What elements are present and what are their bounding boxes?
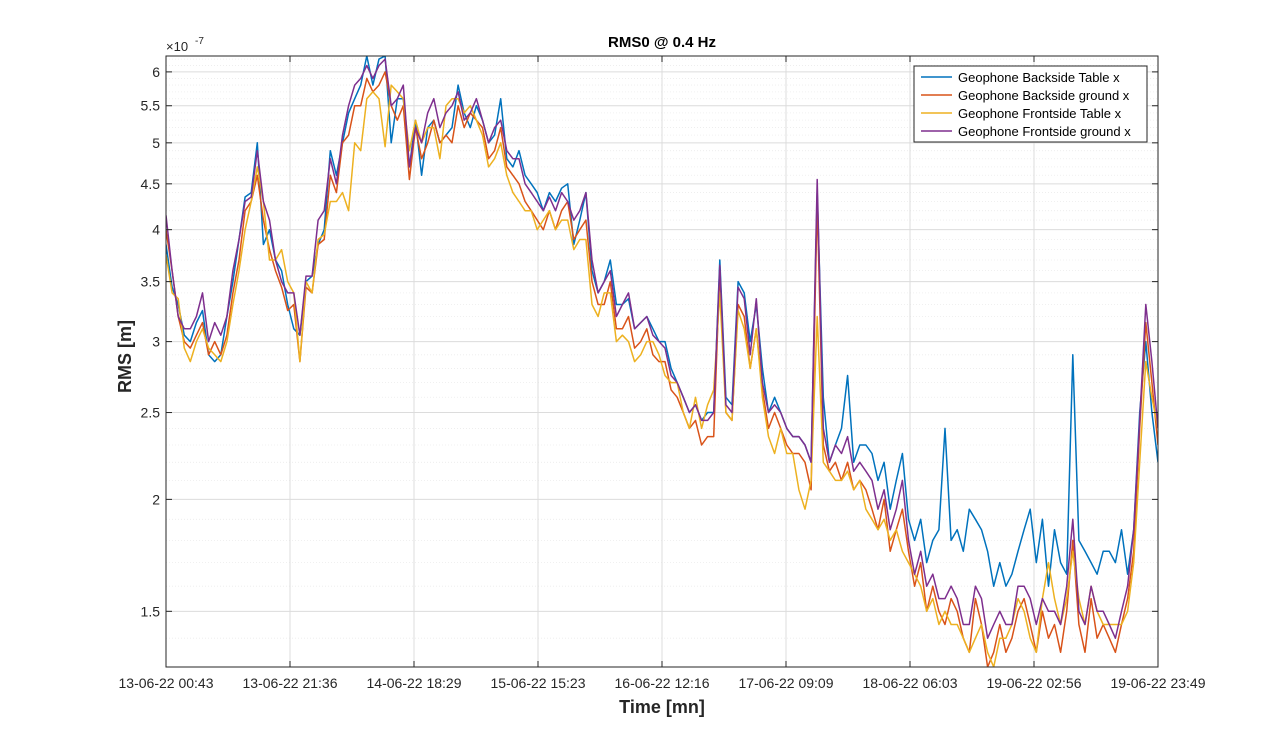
x-tick-label: 19-06-22 02:56 — [987, 675, 1082, 691]
x-axis: 13-06-22 00:43 13-06-22 21:36 14-06-22 18:… — [119, 56, 1206, 691]
y-tick-label: 2.5 — [141, 405, 161, 421]
legend-box — [913, 65, 1148, 143]
series-line-1 — [166, 56, 1158, 587]
x-tick-label: 14-06-22 18:29 — [367, 675, 462, 691]
y-tick-label: 5.5 — [141, 98, 161, 114]
legend-entry: Geophone Frontside Table x — [958, 106, 1122, 121]
y-tick-label: 6 — [152, 64, 160, 80]
x-tick-label: 13-06-22 21:36 — [243, 675, 338, 691]
y-tick-label: 3 — [152, 334, 160, 350]
x-tick-label: 17-06-22 09:09 — [739, 675, 834, 691]
legend: Geophone Backside Table x Geophone Backsi… — [913, 65, 1148, 143]
series-line-2 — [166, 71, 1158, 667]
y-tick-label: 1.5 — [141, 603, 161, 619]
y-exponent-base: ×10 — [166, 39, 188, 54]
series-layer — [166, 56, 1158, 667]
legend-entry: Geophone Backside Table x — [958, 70, 1120, 85]
y-tick-label: 3.5 — [141, 274, 161, 290]
y-axis-label: RMS [m] — [115, 320, 135, 393]
y-axis: 1.5 2 2.5 3 3.5 4 4.5 5 5.5 6 — [141, 64, 1158, 619]
legend-entry: Geophone Frontside ground x — [958, 124, 1131, 139]
x-tick-label: 13-06-22 00:43 — [119, 675, 214, 691]
y-exponent-power: -7 — [195, 36, 204, 47]
y-tick-label: 2 — [152, 491, 160, 507]
x-tick-label: 18-06-22 06:03 — [863, 675, 958, 691]
legend-entry: Geophone Backside ground x — [958, 88, 1130, 103]
y-tick-label: 4 — [152, 222, 160, 238]
chart-title: RMS0 @ 0.4 Hz — [608, 34, 716, 51]
x-tick-label: 19-06-22 23:49 — [1111, 675, 1206, 691]
series-line-3 — [166, 84, 1158, 667]
series-line-4 — [166, 58, 1158, 639]
y-tick-label: 5 — [152, 135, 160, 151]
x-axis-label: Time [mn] — [619, 697, 705, 717]
x-tick-label: 16-06-22 12:16 — [615, 675, 710, 691]
x-tick-label: 15-06-22 15:23 — [491, 675, 586, 691]
y-tick-label: 4.5 — [141, 176, 161, 192]
